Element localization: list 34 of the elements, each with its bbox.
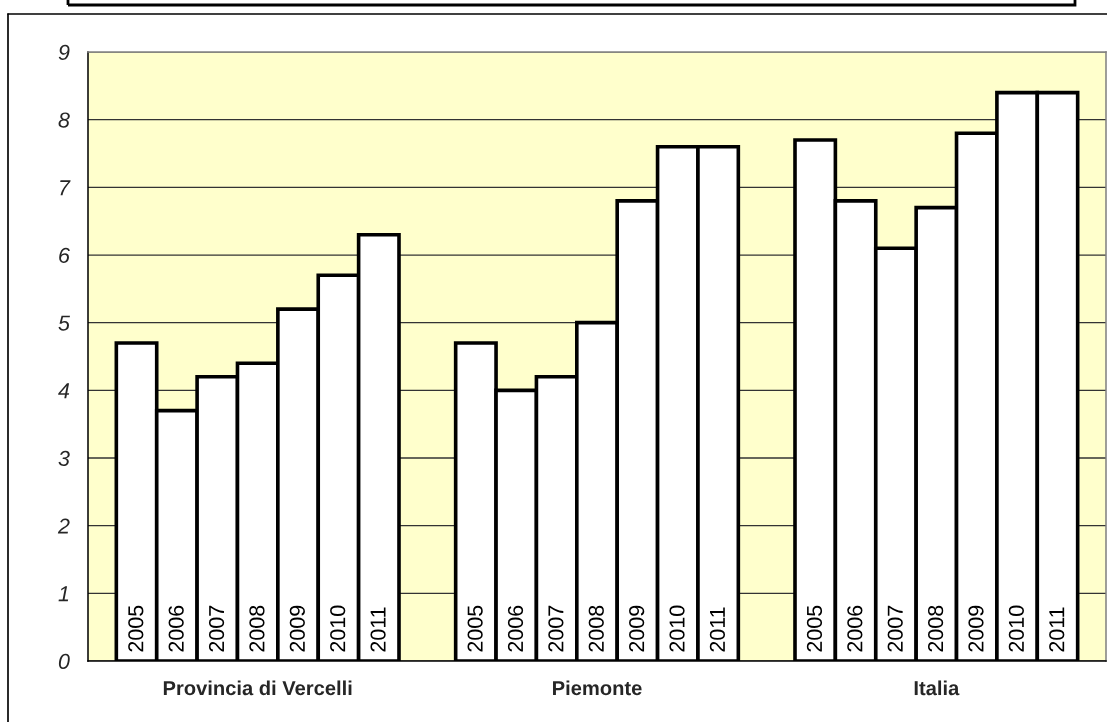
y-tick-label: 5	[58, 315, 70, 331]
y-tick-label: 9	[58, 44, 70, 61]
text: 2006	[847, 605, 863, 652]
y-tick-label: 6	[59, 247, 70, 264]
text: 2007	[548, 605, 564, 652]
text: 2007	[887, 605, 903, 652]
y-tick-label: 1	[58, 586, 69, 602]
text: 2010	[1008, 605, 1024, 652]
text: 2011	[709, 607, 726, 652]
text: 2008	[927, 605, 944, 652]
series-label: 2007	[208, 605, 225, 652]
text: 2005	[467, 605, 483, 652]
y-tick-label: 8	[58, 112, 70, 128]
text: 2008	[588, 605, 604, 652]
y-tick-label: 4	[58, 383, 70, 399]
text: 2005	[806, 605, 823, 652]
text: 2011	[1049, 607, 1065, 652]
series-label: 2008	[249, 605, 265, 652]
series-label: 2009	[289, 605, 305, 652]
x-tick-label: Piemonte	[553, 680, 642, 696]
x-tick-label: Provincia di Vercelli	[163, 680, 352, 696]
text: 2009	[968, 605, 984, 652]
series-label: 2010	[330, 605, 346, 652]
y-tick-label: 2	[57, 518, 70, 534]
y-tick-label: 0	[58, 653, 70, 670]
x-tick-label: Italia	[914, 680, 960, 696]
y-tick-label: 3	[58, 450, 70, 467]
series-label: 2006	[168, 605, 184, 652]
text: 2010	[669, 605, 685, 652]
text: 2006	[507, 605, 524, 652]
y-tick-label: 7	[60, 180, 71, 196]
text: 2009	[629, 605, 645, 652]
series-label: 2005	[128, 605, 144, 652]
series-label: 2011	[370, 607, 386, 652]
